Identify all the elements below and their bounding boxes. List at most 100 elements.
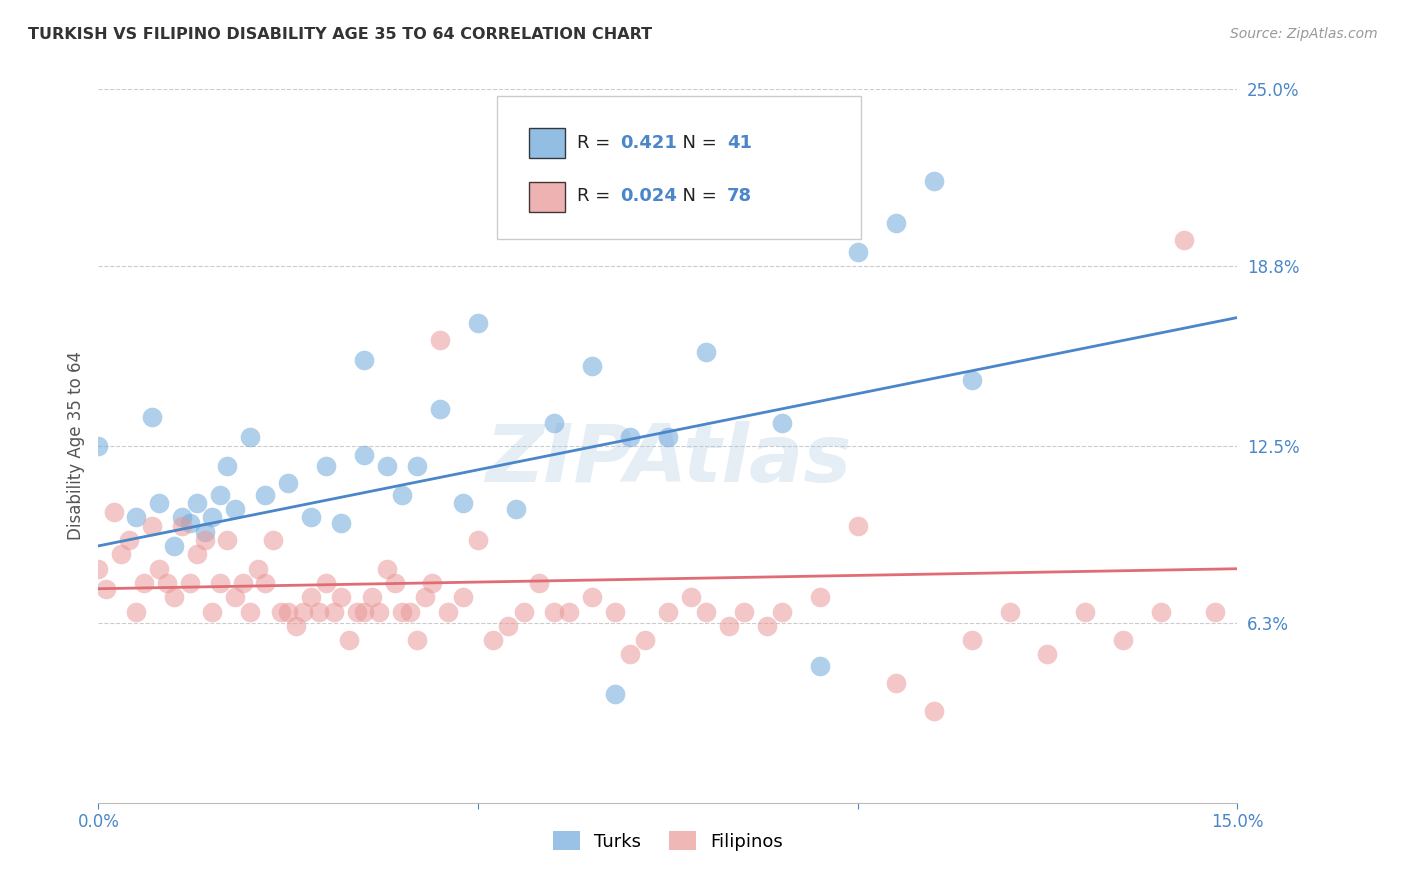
Point	[384, 576, 406, 591]
Point	[884, 676, 907, 690]
Point	[148, 562, 170, 576]
Point	[239, 605, 262, 619]
Y-axis label: Disability Age 35 to 64: Disability Age 35 to 64	[66, 351, 84, 541]
Point	[808, 591, 831, 605]
Point	[179, 576, 201, 591]
Point	[422, 576, 444, 591]
Point	[201, 510, 224, 524]
Point	[922, 173, 945, 187]
Point	[141, 519, 163, 533]
Point	[201, 605, 224, 619]
Point	[141, 410, 163, 425]
Point	[960, 633, 983, 648]
Point	[451, 591, 474, 605]
Point	[170, 510, 193, 524]
FancyBboxPatch shape	[529, 182, 565, 212]
Point	[733, 605, 755, 619]
Point	[391, 605, 413, 619]
Point	[695, 605, 717, 619]
Point	[695, 344, 717, 359]
Point	[467, 533, 489, 548]
Legend: Turks, Filipinos: Turks, Filipinos	[546, 824, 790, 858]
Point	[398, 605, 420, 619]
Point	[505, 501, 527, 516]
Point	[170, 519, 193, 533]
Point	[1204, 605, 1226, 619]
Point	[103, 505, 125, 519]
Point	[346, 605, 368, 619]
Point	[239, 430, 262, 444]
Point	[543, 416, 565, 430]
Point	[87, 562, 110, 576]
Point	[308, 605, 330, 619]
Point	[254, 576, 277, 591]
Point	[498, 619, 520, 633]
Point	[603, 605, 626, 619]
Point	[315, 576, 337, 591]
Point	[353, 448, 375, 462]
Point	[413, 591, 436, 605]
Point	[717, 619, 740, 633]
Point	[163, 591, 186, 605]
Point	[375, 562, 398, 576]
Point	[270, 605, 292, 619]
Point	[657, 605, 679, 619]
Point	[330, 516, 353, 530]
Point	[512, 605, 534, 619]
Point	[299, 591, 322, 605]
Point	[186, 496, 208, 510]
Point	[808, 658, 831, 673]
Text: N =: N =	[671, 134, 723, 152]
Point	[163, 539, 186, 553]
FancyBboxPatch shape	[498, 96, 862, 239]
Text: ZIPAtlas: ZIPAtlas	[485, 421, 851, 500]
Point	[254, 487, 277, 501]
Point	[208, 487, 231, 501]
Point	[755, 619, 778, 633]
Point	[277, 476, 299, 491]
Point	[156, 576, 179, 591]
Point	[429, 401, 451, 416]
Point	[391, 487, 413, 501]
Point	[277, 605, 299, 619]
FancyBboxPatch shape	[529, 128, 565, 159]
Point	[1173, 234, 1195, 248]
Point	[922, 705, 945, 719]
Point	[770, 416, 793, 430]
Point	[232, 576, 254, 591]
Point	[94, 582, 117, 596]
Point	[406, 458, 429, 473]
Point	[299, 510, 322, 524]
Point	[132, 576, 155, 591]
Point	[884, 216, 907, 230]
Point	[581, 359, 603, 373]
Point	[330, 591, 353, 605]
Point	[292, 605, 315, 619]
Point	[558, 605, 581, 619]
Point	[527, 576, 550, 591]
Text: 78: 78	[727, 187, 752, 205]
Point	[846, 519, 869, 533]
Point	[451, 496, 474, 510]
Point	[353, 353, 375, 368]
Point	[1074, 605, 1097, 619]
Point	[125, 510, 148, 524]
Point	[657, 430, 679, 444]
Point	[429, 334, 451, 348]
Point	[224, 591, 246, 605]
Point	[770, 605, 793, 619]
Point	[436, 605, 458, 619]
Text: N =: N =	[671, 187, 723, 205]
Point	[846, 244, 869, 259]
Point	[224, 501, 246, 516]
Point	[194, 533, 217, 548]
Point	[634, 633, 657, 648]
Point	[733, 182, 755, 196]
Point	[1150, 605, 1173, 619]
Point	[619, 430, 641, 444]
Point	[284, 619, 307, 633]
Text: 0.421: 0.421	[620, 134, 676, 152]
Point	[360, 591, 382, 605]
Point	[110, 548, 132, 562]
Point	[603, 687, 626, 701]
